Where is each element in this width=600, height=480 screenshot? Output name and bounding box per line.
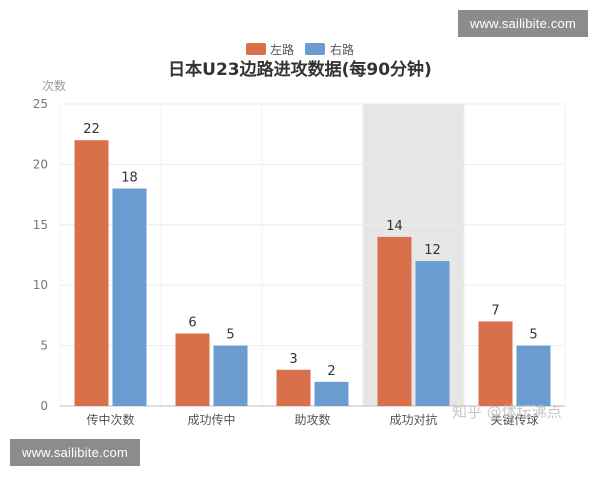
legend-swatch-right — [305, 43, 325, 55]
data-label: 2 — [327, 364, 335, 379]
bar-right — [314, 381, 349, 406]
bar-right — [415, 261, 450, 406]
x-tick-label: 成功传中 — [187, 412, 235, 427]
y-tick-label: 20 — [33, 157, 48, 171]
bar-right — [516, 345, 551, 406]
legend-swatch-left — [246, 43, 266, 55]
y-tick-label: 15 — [33, 218, 48, 232]
data-label: 22 — [83, 122, 100, 137]
data-label: 12 — [424, 243, 441, 258]
y-tick-label: 10 — [33, 278, 48, 292]
x-tick-label: 助攻数 — [294, 412, 330, 427]
bar-left — [74, 140, 109, 407]
data-label: 7 — [491, 303, 499, 318]
data-label: 18 — [121, 171, 138, 186]
data-label: 5 — [226, 328, 234, 343]
data-label: 14 — [386, 219, 403, 234]
y-tick-label: 25 — [33, 97, 48, 111]
bar-left — [276, 369, 311, 406]
legend-label-right: 右路 — [330, 42, 354, 57]
data-label: 5 — [529, 328, 537, 343]
bar-left — [478, 321, 513, 406]
bar-left — [175, 333, 210, 406]
bar-left — [377, 236, 412, 406]
data-label: 3 — [289, 352, 297, 367]
legend-label-left: 左路 — [270, 42, 294, 57]
y-tick-label: 0 — [40, 399, 48, 413]
bar-right — [213, 345, 248, 406]
chart-title: 日本U23边路进攻数据(每90分钟) — [168, 59, 432, 80]
watermark-top: www.sailibite.com — [458, 10, 588, 37]
bar-right — [112, 188, 147, 406]
data-label: 6 — [188, 316, 196, 331]
y-axis-label: 次数 — [42, 78, 66, 93]
x-tick-label: 成功对抗 — [389, 412, 437, 427]
x-tick-label: 传中次数 — [86, 412, 134, 427]
y-tick-label: 5 — [40, 339, 48, 353]
x-tick-label: 关键传球 — [490, 412, 538, 427]
watermark-bottom: www.sailibite.com — [10, 439, 140, 466]
legend: 左路 右路 — [246, 42, 354, 57]
credit-watermark: 知乎 @体坛沸点 — [452, 403, 562, 421]
